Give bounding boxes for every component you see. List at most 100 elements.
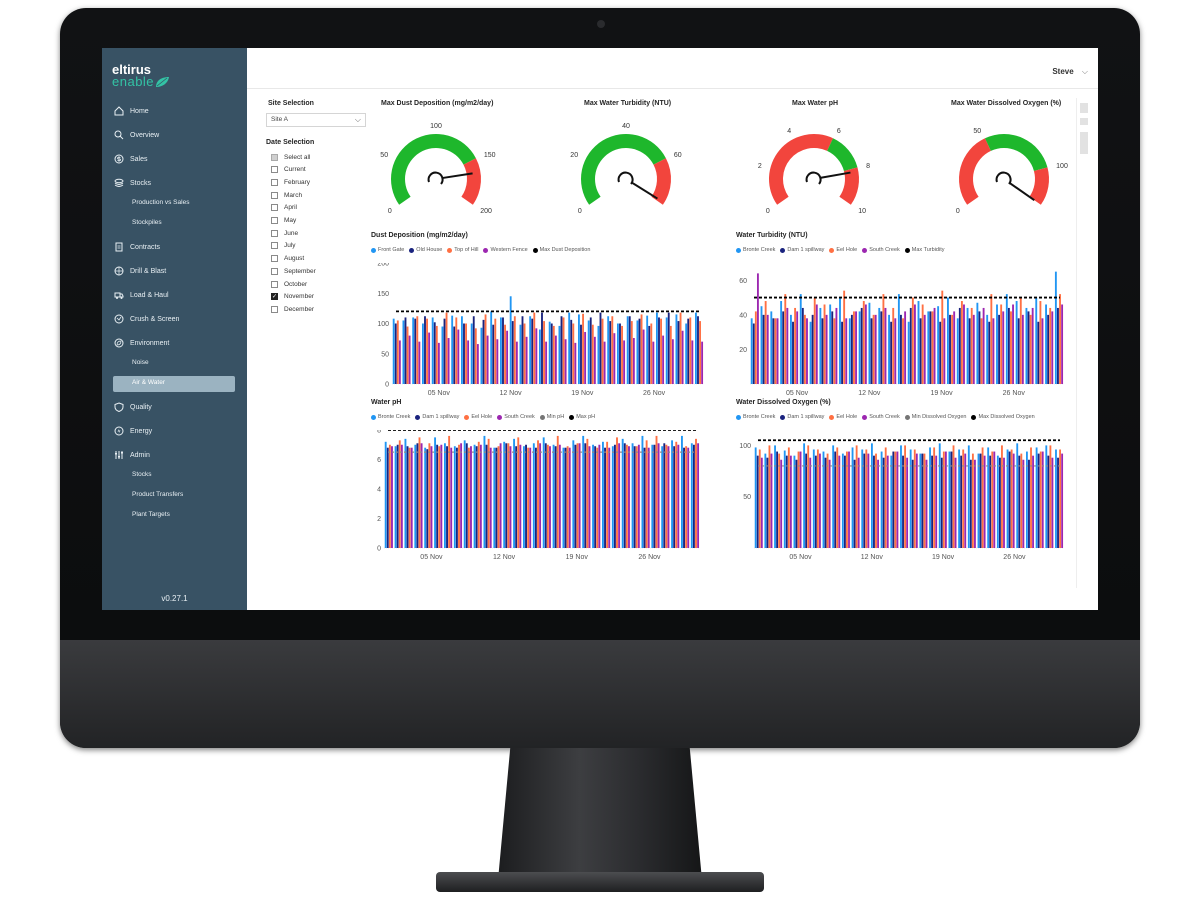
bar[interactable] <box>841 321 844 384</box>
bar[interactable] <box>408 447 411 548</box>
bar[interactable] <box>880 451 883 548</box>
bar[interactable] <box>941 290 944 384</box>
bar[interactable] <box>642 329 645 384</box>
bar[interactable] <box>435 325 438 384</box>
checkbox[interactable] <box>271 229 278 237</box>
bar[interactable] <box>1059 449 1061 548</box>
bar[interactable] <box>533 312 536 384</box>
bar[interactable] <box>537 440 539 548</box>
bar[interactable] <box>628 446 630 548</box>
bar[interactable] <box>882 294 885 384</box>
sidebar-item-noise[interactable]: Noise <box>132 359 149 366</box>
bar[interactable] <box>822 451 825 548</box>
bar[interactable] <box>548 321 551 384</box>
bar[interactable] <box>687 318 690 384</box>
bar[interactable] <box>884 447 887 548</box>
bar[interactable] <box>485 444 488 548</box>
bar[interactable] <box>422 323 424 385</box>
bar[interactable] <box>855 445 858 548</box>
bar[interactable] <box>621 438 624 548</box>
bar[interactable] <box>758 449 761 548</box>
bar[interactable] <box>807 445 810 548</box>
bar[interactable] <box>785 455 788 548</box>
bar[interactable] <box>593 336 596 384</box>
bar[interactable] <box>805 453 808 548</box>
bar[interactable] <box>673 446 676 548</box>
bar[interactable] <box>846 451 848 548</box>
bar[interactable] <box>1005 294 1008 384</box>
bar[interactable] <box>915 453 918 548</box>
legend-item[interactable]: Front Gate <box>371 247 404 253</box>
bar[interactable] <box>679 312 682 384</box>
bar[interactable] <box>904 311 907 384</box>
bar[interactable] <box>652 341 655 384</box>
bar[interactable] <box>697 443 700 548</box>
bar[interactable] <box>588 446 591 548</box>
bar[interactable] <box>529 316 532 384</box>
bar[interactable] <box>801 307 804 384</box>
bar[interactable] <box>1051 457 1054 548</box>
bar[interactable] <box>911 459 914 548</box>
bar[interactable] <box>770 311 773 384</box>
bar[interactable] <box>638 318 641 384</box>
sidebar-item-quality[interactable]: Quality <box>102 398 247 416</box>
date-option-current[interactable]: Current <box>271 165 306 175</box>
bar[interactable] <box>980 318 983 384</box>
bar[interactable] <box>663 443 666 548</box>
bar[interactable] <box>412 317 415 384</box>
bar[interactable] <box>1035 297 1038 384</box>
bar[interactable] <box>699 321 701 384</box>
bar[interactable] <box>509 446 512 548</box>
bar[interactable] <box>554 335 557 384</box>
bar[interactable] <box>1031 307 1034 384</box>
bar[interactable] <box>408 335 411 384</box>
bar[interactable] <box>1030 447 1032 548</box>
bar[interactable] <box>911 297 914 384</box>
bar[interactable] <box>525 336 528 384</box>
bar[interactable] <box>813 297 816 384</box>
bar[interactable] <box>558 444 561 548</box>
bar[interactable] <box>1041 451 1044 548</box>
bar[interactable] <box>766 457 769 548</box>
bar[interactable] <box>943 318 946 384</box>
bar[interactable] <box>960 301 963 384</box>
legend-item[interactable]: Max Dust Deposition <box>532 247 590 253</box>
bar[interactable] <box>437 342 440 384</box>
bar[interactable] <box>794 307 797 384</box>
bar[interactable] <box>402 320 405 384</box>
bar[interactable] <box>862 301 865 384</box>
bar[interactable] <box>617 323 619 385</box>
sidebar-item-energy[interactable]: Energy <box>102 422 247 440</box>
bar[interactable] <box>902 318 904 384</box>
bar[interactable] <box>633 446 636 548</box>
bar[interactable] <box>552 444 555 548</box>
bar[interactable] <box>986 314 989 384</box>
bar[interactable] <box>641 435 644 548</box>
bar[interactable] <box>843 455 846 548</box>
bar[interactable] <box>531 318 534 384</box>
bar[interactable] <box>754 311 757 384</box>
bar[interactable] <box>441 326 444 384</box>
bar[interactable] <box>669 325 672 384</box>
date-option-april[interactable]: April <box>271 203 297 213</box>
bar[interactable] <box>685 323 688 385</box>
bar[interactable] <box>554 446 557 548</box>
bar[interactable] <box>976 302 979 384</box>
bar[interactable] <box>927 311 930 384</box>
bar[interactable] <box>970 307 973 384</box>
bar[interactable] <box>597 325 600 384</box>
bar[interactable] <box>637 444 640 548</box>
bar[interactable] <box>756 455 759 548</box>
bar[interactable] <box>1057 307 1059 384</box>
bar[interactable] <box>786 307 789 384</box>
bar[interactable] <box>552 325 555 384</box>
bar[interactable] <box>550 323 553 385</box>
bar[interactable] <box>584 443 587 548</box>
bar[interactable] <box>1006 449 1009 548</box>
bar[interactable] <box>416 443 419 548</box>
bar[interactable] <box>925 459 928 548</box>
bar[interactable] <box>681 330 684 384</box>
bar[interactable] <box>1047 314 1050 384</box>
bar[interactable] <box>662 335 665 384</box>
bar[interactable] <box>991 451 994 548</box>
